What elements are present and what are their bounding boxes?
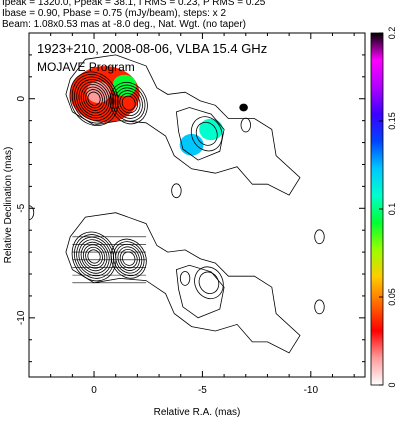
y-axis-label: Relative Declination (mas) xyxy=(3,147,14,264)
upper-knot-contour xyxy=(112,84,146,122)
x-axis-label: Relative R.A. (mas) xyxy=(154,407,241,418)
lower-core-contour xyxy=(87,249,101,264)
small-component xyxy=(240,117,251,133)
lower-knot-contour xyxy=(194,266,224,300)
lower-core-contour xyxy=(80,241,108,272)
y-tick-label: 0 xyxy=(16,96,27,102)
small-component xyxy=(179,271,191,286)
x-tick-label: 0 xyxy=(91,385,97,396)
upper-core-contour xyxy=(87,91,101,106)
header-beam-line: Beam: 1.08x0.53 mas at -8.0 deg., Nat. W… xyxy=(2,19,247,30)
colorbar-tick-label: 0 xyxy=(387,382,397,387)
upper-core-contour xyxy=(74,76,114,121)
lower-knot-contour xyxy=(115,243,143,274)
upper-jet-contour xyxy=(175,107,225,161)
colorbar-tick-label: 0.2 xyxy=(387,27,397,40)
y-tick-label: -10 xyxy=(16,310,27,325)
lower-core-contour xyxy=(73,234,115,279)
contour-layer xyxy=(29,54,325,354)
upper-core-contour xyxy=(85,89,103,109)
x-tick-label: -10 xyxy=(304,385,319,396)
upper-knot-contour xyxy=(116,90,141,117)
y-tick-label: -5 xyxy=(16,203,27,212)
plot-frame xyxy=(28,32,366,378)
upper-jet-contour xyxy=(65,54,301,196)
image-header: Ipeak = 1320.0, Ppeak = 38.1, I RMS = 0.… xyxy=(0,0,409,36)
pol-peak xyxy=(239,103,248,112)
lower-knot-contour xyxy=(117,246,140,271)
lower-knot-contour xyxy=(110,238,147,279)
lower-knot-contour xyxy=(198,271,220,294)
pol-peak xyxy=(199,118,224,141)
small-component xyxy=(314,299,325,315)
lower-jet-contour xyxy=(65,212,301,354)
upper-knot-contour xyxy=(190,116,223,152)
upper-core-contour xyxy=(76,79,112,119)
upper-core-contour xyxy=(78,81,110,116)
chart-subtitle: MOJAVE Program xyxy=(37,60,135,74)
upper-core-contour xyxy=(69,71,119,126)
chart-title: 1923+210, 2008-08-06, VLBA 15.4 GHz xyxy=(37,41,267,56)
upper-knot-contour xyxy=(109,81,148,125)
colorbar-tick-label: 0.15 xyxy=(387,112,397,130)
lower-core-contour xyxy=(76,236,112,277)
colorbar: 0 0.05 0.1 0.15 0.2 xyxy=(370,27,397,388)
upper-knot-contour xyxy=(195,121,218,146)
lower-knot-contour xyxy=(122,251,136,266)
upper-core-contour xyxy=(80,84,108,114)
lower-core-contour xyxy=(78,239,110,274)
upper-core-contour xyxy=(82,86,106,111)
axes: 0 -5 -10 0 -5 -10 xyxy=(16,32,366,396)
header-stats-line: Ipeak = 1320.0, Ppeak = 38.1, I RMS = 0.… xyxy=(2,0,266,8)
lower-knot-contour xyxy=(112,241,145,277)
small-component xyxy=(171,183,182,199)
colorbar-tick-label: 0.05 xyxy=(387,288,397,306)
lower-jet-contour xyxy=(175,264,225,319)
upper-knot-contour xyxy=(114,87,143,119)
small-component xyxy=(314,229,325,245)
pol-peak xyxy=(179,133,204,156)
x-tick-label: -5 xyxy=(198,385,207,396)
upper-knot-contour xyxy=(121,95,136,111)
header-base-line: Ibase = 0.90, Pbase = 0.75 (mJy/beam), s… xyxy=(2,8,227,19)
upper-knot-contour xyxy=(119,92,139,114)
colorbar-tick-label: 0.1 xyxy=(387,203,397,216)
